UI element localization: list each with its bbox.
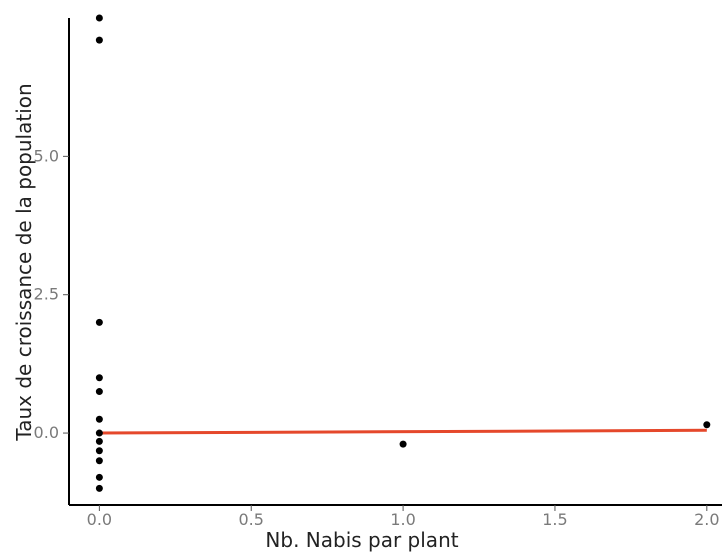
data-point: [95, 318, 103, 326]
y-tick-label: 5.0: [34, 146, 59, 165]
x-tick-label: 1.5: [542, 510, 567, 529]
x-tick-label: 1.0: [390, 510, 415, 529]
y-tick-label: 2.5: [34, 285, 59, 304]
data-point: [95, 484, 103, 492]
data-points-group: [95, 14, 711, 492]
y-axis-ticks: 0.0 2.5 5.0: [34, 146, 69, 442]
data-point: [95, 374, 103, 382]
data-point: [95, 457, 103, 465]
data-point: [95, 447, 103, 455]
x-tick-label: 2.0: [694, 510, 719, 529]
fit-line-group: [99, 428, 707, 435]
x-tick-label: 0.5: [239, 510, 264, 529]
x-axis-title: Nb. Nabis par plant: [265, 528, 458, 552]
y-tick-label: 0.0: [34, 423, 59, 442]
data-point: [95, 36, 103, 44]
data-point: [95, 429, 103, 437]
data-point: [95, 437, 103, 445]
data-point: [95, 388, 103, 396]
data-point: [95, 14, 103, 22]
y-axis-title: Taux de croissance de la population: [12, 83, 36, 441]
regression-line: [99, 428, 707, 435]
x-axis-ticks: 0.0 0.5 1.0 1.5 2.0: [87, 505, 720, 529]
x-tick-label: 0.0: [87, 510, 112, 529]
data-point: [95, 415, 103, 423]
data-point: [703, 421, 711, 429]
data-point: [399, 440, 407, 448]
data-point: [95, 473, 103, 481]
